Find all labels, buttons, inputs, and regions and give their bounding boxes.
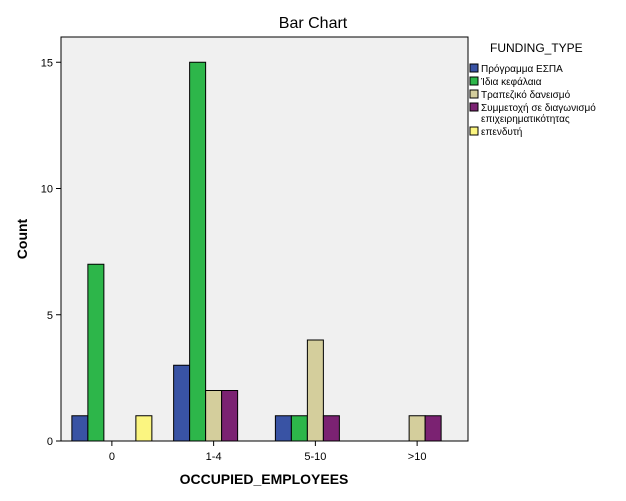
bar <box>221 390 239 442</box>
x-tick-label: >10 <box>408 451 427 463</box>
y-axis-title: Count <box>14 218 30 259</box>
bar <box>408 415 426 442</box>
y-tick-label: 15 <box>41 57 53 69</box>
y-tick-label: 0 <box>47 436 53 448</box>
y-tick-label: 10 <box>41 184 53 196</box>
bar <box>135 415 153 442</box>
bar <box>424 415 442 442</box>
legend-swatch <box>469 126 479 136</box>
x-tick-label: 1-4 <box>206 451 222 463</box>
legend-label: Συμμετοχή σε διαγωνισμό επιχειρηματικότητ… <box>481 102 596 125</box>
y-tick-label: 5 <box>47 310 53 322</box>
legend-label: Ίδια κεφάλαια <box>480 76 542 88</box>
legend-title: FUNDING_TYPE <box>490 41 583 55</box>
legend-swatch <box>469 89 479 99</box>
x-tick-label: 0 <box>109 451 115 463</box>
bar <box>322 415 340 442</box>
chart-title: Bar Chart <box>279 15 348 32</box>
bar <box>306 339 324 442</box>
legend-swatch <box>469 102 479 112</box>
bar <box>205 390 223 442</box>
legend-label: Πρόγραμμα ΕΣΠΑ <box>481 63 563 75</box>
bar <box>274 415 292 442</box>
bar <box>173 364 191 442</box>
x-axis-title: OCCUPIED_EMPLOYEES <box>180 471 349 487</box>
legend-swatch <box>469 63 479 73</box>
x-axis: 0 1-4 5-10 >10 <box>109 441 427 463</box>
legend-swatch <box>469 76 479 86</box>
x-tick-label: 5-10 <box>304 451 326 463</box>
bar <box>189 61 207 442</box>
y-axis: 0 5 10 15 <box>41 57 61 448</box>
bar <box>71 415 89 442</box>
bar <box>290 415 308 442</box>
bars-group <box>71 61 442 442</box>
plot-area <box>60 36 469 442</box>
bar <box>87 263 105 442</box>
legend-label: επενδυτή <box>481 126 522 138</box>
legend-label: Τραπεζικό δανεισμό <box>481 89 571 101</box>
